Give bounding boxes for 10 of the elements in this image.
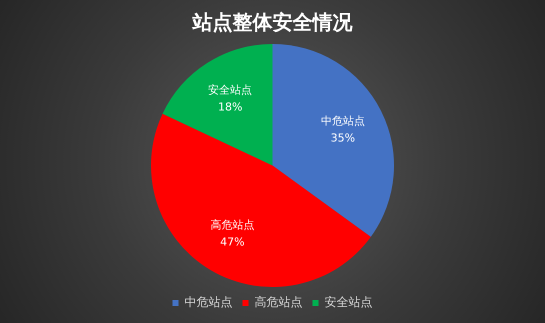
legend-label: 高危站点 bbox=[254, 295, 302, 310]
data-label: 47% bbox=[220, 235, 245, 248]
slice-label: 高危站点 bbox=[210, 218, 254, 232]
legend-label: 安全站点 bbox=[324, 295, 372, 310]
data-label: 35% bbox=[330, 132, 356, 145]
slice-label: 中危站点 bbox=[320, 114, 365, 128]
data-label: 18% bbox=[218, 100, 242, 114]
slice-label: 安全站点 bbox=[208, 84, 252, 97]
legend-label: 中危站点 bbox=[184, 295, 232, 310]
chart-title: 站点整体安全情况 bbox=[192, 10, 354, 34]
